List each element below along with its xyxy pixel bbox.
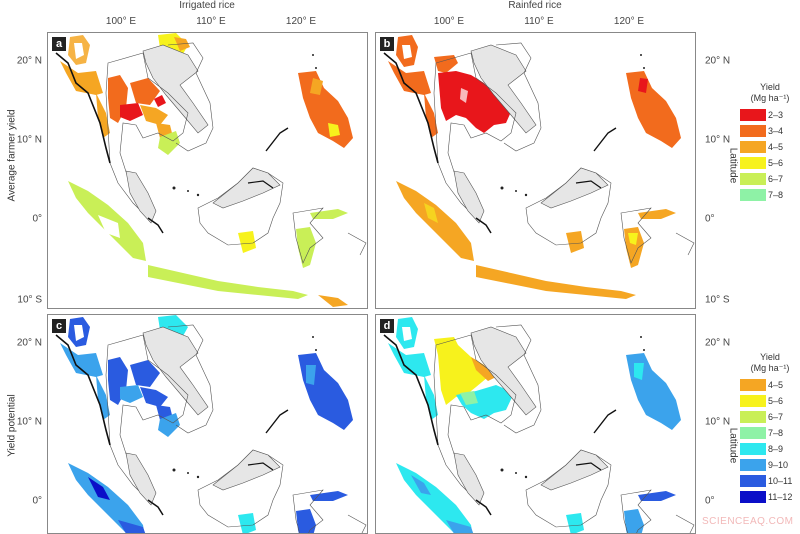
y-tick-0-bottom-right: 0° xyxy=(705,495,715,507)
legend-label: 4–5 xyxy=(768,380,784,390)
legend-swatch xyxy=(740,189,766,201)
x-tick-100e-left: 100° E xyxy=(105,16,137,27)
y-tick-10n-bottom-right: 10° N xyxy=(705,416,731,428)
legend-item: 5–6 xyxy=(740,155,800,171)
legend-item: 7–8 xyxy=(740,187,800,203)
legend-swatch xyxy=(740,379,766,391)
y-tick-20n-top-right: 20° N xyxy=(705,55,731,67)
y-tick-0-top-left: 0° xyxy=(32,213,42,225)
y-tick-10n-bottom-left: 10° N xyxy=(16,416,42,428)
legend-item: 2–3 xyxy=(740,107,800,123)
x-tick-120e-left: 120° E xyxy=(285,16,317,27)
legend-swatch xyxy=(740,443,766,455)
x-tick-110e-right: 110° E xyxy=(524,16,554,27)
map-d xyxy=(383,317,695,533)
panel-letter-a: a xyxy=(52,37,66,51)
legend-item: 9–10 xyxy=(740,457,800,473)
legend-label: 6–7 xyxy=(768,174,784,184)
legend-title-line2: (Mg ha⁻¹) xyxy=(750,363,790,373)
latitude-label-top: Latitude xyxy=(727,147,739,184)
watermark: SCIENCEAQ.COM xyxy=(702,516,794,527)
legend-yield-potential: Yield (Mg ha⁻¹) 4–5 5–6 6–7 7–8 8–9 9–10… xyxy=(740,352,800,505)
y-tick-20n-top-left: 20° N xyxy=(16,55,42,67)
legend-title: Yield (Mg ha⁻¹) xyxy=(740,352,800,374)
panel-letter-c: c xyxy=(52,319,66,333)
legend-label: 7–8 xyxy=(768,190,784,200)
legend-label: 9–10 xyxy=(768,460,789,470)
row-label-average-yield: Average farmer yield xyxy=(6,109,18,202)
legend-label: 4–5 xyxy=(768,142,784,152)
legend-swatch xyxy=(740,125,766,137)
column-title-rainfed: Rainfed rice xyxy=(508,0,562,11)
legend-item: 5–6 xyxy=(740,393,800,409)
y-tick-10s-top-right: 10° S xyxy=(705,294,730,306)
row-label-yield-potential: Yield potential xyxy=(6,394,18,457)
panel-b-rainfed-average-yield: b xyxy=(375,32,696,309)
legend-item: 11–12 xyxy=(740,489,800,505)
x-tick-120e-right: 120° E xyxy=(613,16,645,27)
legend-label: 11–12 xyxy=(768,492,793,502)
legend-label: 5–6 xyxy=(768,396,784,406)
column-title-irrigated: Irrigated rice xyxy=(179,0,235,11)
panel-c-irrigated-yield-potential: c xyxy=(47,314,368,534)
yield-regions-b xyxy=(388,35,681,299)
map-c xyxy=(55,315,367,533)
latitude-label-bottom: Latitude xyxy=(727,427,739,464)
legend-item: 6–7 xyxy=(740,171,800,187)
yield-regions-c xyxy=(60,315,353,533)
y-tick-10n-top-left: 10° N xyxy=(16,134,42,146)
legend-title: Yield (Mg ha⁻¹) xyxy=(740,82,800,104)
legend-swatch xyxy=(740,475,766,487)
legend-swatch xyxy=(740,459,766,471)
map-b xyxy=(383,35,695,299)
legend-label: 2–3 xyxy=(768,110,784,120)
yield-regions-d xyxy=(388,317,681,533)
legend-label: 6–7 xyxy=(768,412,784,422)
legend-label: 5–6 xyxy=(768,158,784,168)
y-tick-10s-top-left: 10° S xyxy=(17,294,42,306)
legend-title-line1: Yield xyxy=(760,352,780,362)
legend-item: 6–7 xyxy=(740,409,800,425)
legend-swatch xyxy=(740,395,766,407)
legend-label: 7–8 xyxy=(768,428,784,438)
legend-label: 3–4 xyxy=(768,126,784,136)
legend-item: 10–11 xyxy=(740,473,800,489)
legend-title-line2: (Mg ha⁻¹) xyxy=(750,93,790,103)
legend-item: 8–9 xyxy=(740,441,800,457)
legend-item: 3–4 xyxy=(740,123,800,139)
legend-swatch xyxy=(740,157,766,169)
legend-label: 10–11 xyxy=(768,476,793,486)
legend-swatch xyxy=(740,411,766,423)
panel-a-irrigated-average-yield: a xyxy=(47,32,368,309)
legend-swatch xyxy=(740,109,766,121)
legend-title-line1: Yield xyxy=(760,82,780,92)
legend-swatch xyxy=(740,141,766,153)
x-tick-110e-left: 110° E xyxy=(196,16,226,27)
panel-letter-b: b xyxy=(380,37,394,51)
legend-swatch xyxy=(740,427,766,439)
legend-item: 4–5 xyxy=(740,139,800,155)
x-tick-100e-right: 100° E xyxy=(433,16,465,27)
legend-item: 7–8 xyxy=(740,425,800,441)
legend-label: 8–9 xyxy=(768,444,784,454)
panel-letter-d: d xyxy=(380,319,394,333)
y-tick-0-bottom-left: 0° xyxy=(32,495,42,507)
legend-item: 4–5 xyxy=(740,377,800,393)
y-tick-20n-bottom-left: 20° N xyxy=(16,337,42,349)
legend-average-yield: Yield (Mg ha⁻¹) 2–3 3–4 4–5 5–6 6–7 7–8 xyxy=(740,82,800,203)
map-a xyxy=(55,33,367,307)
legend-swatch xyxy=(740,173,766,185)
y-tick-10n-top-right: 10° N xyxy=(705,134,731,146)
yield-regions-a xyxy=(60,33,353,307)
legend-swatch xyxy=(740,491,766,503)
y-tick-20n-bottom-right: 20° N xyxy=(705,337,731,349)
panel-d-rainfed-yield-potential: d xyxy=(375,314,696,534)
y-tick-0-top-right: 0° xyxy=(705,213,715,225)
